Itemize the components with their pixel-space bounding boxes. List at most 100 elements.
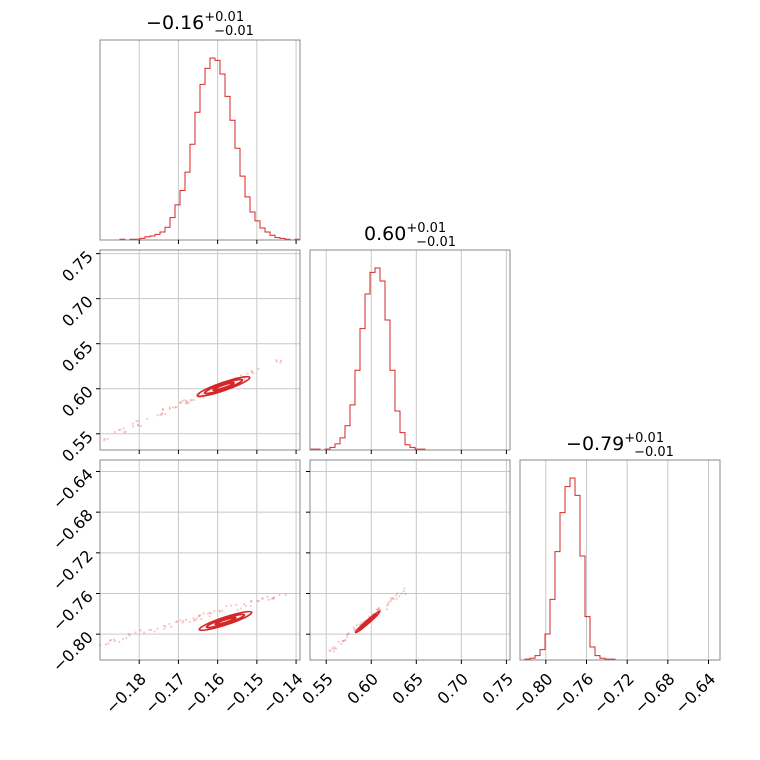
x-tick-label: −0.80 — [508, 669, 556, 717]
scatter-point — [329, 649, 332, 652]
y-tick-label: 0.70 — [58, 292, 97, 331]
scatter-point — [249, 600, 253, 603]
scatter-point — [221, 609, 224, 612]
scatter-point — [175, 620, 178, 623]
y-tick-label: 0.55 — [58, 427, 97, 466]
x-tick-label: −0.18 — [102, 669, 150, 717]
y-tick-label: −0.76 — [49, 587, 97, 635]
axis-ticks: −0.18−0.17−0.16−0.15−0.140.55 0.60 0.65 0.7… — [49, 240, 719, 717]
scatter-point — [161, 408, 164, 411]
scatter-point — [267, 598, 270, 601]
scatter-point — [168, 406, 171, 409]
scatter-point — [139, 629, 142, 632]
scatter-point — [332, 650, 336, 653]
scatter-point — [202, 612, 205, 615]
scatter-point — [208, 615, 211, 618]
scatter-point — [360, 621, 363, 624]
scatter-point — [256, 599, 259, 603]
x-tick-label: −0.76 — [549, 669, 597, 717]
scatter-point — [135, 420, 138, 423]
scatter-point — [113, 638, 116, 641]
contour-level-3 — [198, 610, 253, 632]
panel-frame — [309, 459, 511, 661]
scatter-point — [340, 642, 343, 645]
scatter-point — [398, 595, 401, 598]
scatter-point — [346, 633, 349, 637]
scatter-point — [266, 595, 269, 598]
scatter-point — [122, 637, 125, 641]
scatter-point — [113, 430, 116, 434]
scatter-point — [137, 424, 140, 427]
scatter-point — [342, 639, 345, 642]
scatter-point — [168, 407, 171, 411]
scatter-point — [377, 607, 380, 611]
scatter-point — [124, 430, 127, 433]
y-tick-label: −0.68 — [49, 506, 97, 554]
scatter-point — [244, 604, 248, 607]
histogram-panel-param-2 — [519, 459, 721, 661]
scatter-point — [236, 608, 239, 612]
scatter-point — [385, 604, 389, 607]
scatter-point — [122, 427, 125, 430]
scatter-point — [346, 632, 350, 635]
scatter-point — [137, 420, 140, 423]
scatter-point — [189, 399, 192, 402]
scatter-point — [192, 619, 196, 622]
scatter-point — [403, 587, 406, 590]
scatter-point — [270, 597, 273, 600]
histogram-param-2 — [520, 477, 720, 661]
contour-level-3 — [354, 610, 381, 634]
y-tick-label: 0.65 — [58, 337, 97, 376]
scatter-point — [179, 401, 182, 404]
scatter-point — [261, 597, 264, 600]
contour-level-1 — [212, 381, 235, 392]
scatter-point — [109, 638, 113, 642]
scatter-point — [395, 597, 398, 600]
histogram-param-0 — [100, 57, 301, 241]
contour-level-3 — [196, 375, 251, 398]
scatter-point — [156, 627, 159, 630]
x-tick-label: 0.55 — [298, 669, 337, 708]
scatter-point — [352, 626, 355, 629]
scatter-point — [249, 604, 253, 608]
scatter-point — [150, 628, 153, 632]
scatter-point — [188, 620, 191, 623]
scatter-point — [275, 360, 278, 363]
scatter-point — [198, 614, 201, 617]
scatter-point — [134, 631, 137, 634]
scatter-point — [131, 425, 135, 428]
scatter-point — [127, 633, 130, 636]
scatter-point — [239, 374, 242, 377]
scatter-point — [175, 620, 178, 624]
scatter-point — [164, 625, 167, 628]
scatter-point — [185, 400, 188, 403]
scatter-point — [137, 423, 140, 426]
contour-level-2 — [205, 613, 246, 629]
scatter-point — [182, 619, 185, 623]
scatter-point — [400, 592, 403, 595]
scatter-point — [250, 370, 253, 373]
scatter-point — [385, 608, 389, 611]
scatter-point — [390, 598, 393, 601]
scatter-point — [184, 618, 188, 621]
scatter-point — [344, 639, 347, 642]
scatter-point — [404, 592, 407, 596]
scatter-point — [202, 396, 205, 399]
scatter-point — [208, 611, 211, 614]
scatter-point — [333, 646, 336, 649]
title-param-2: −0.79+0.01 −0.01 — [566, 431, 674, 460]
x-tick-label: −0.64 — [671, 669, 719, 717]
scatter-point — [389, 600, 392, 603]
scatter-point — [108, 639, 111, 642]
x-tick-label: −0.15 — [220, 669, 268, 717]
scatter-point — [197, 615, 201, 618]
scatter-point — [279, 359, 283, 362]
panel-frame — [99, 249, 301, 451]
scatter-point — [337, 640, 340, 643]
scatter-point — [375, 608, 378, 611]
scatter-point — [250, 371, 253, 374]
y-tick-label: −0.80 — [49, 628, 97, 676]
scatter-point — [192, 398, 196, 402]
histogram-param-1 — [309, 267, 510, 451]
scatter-point — [104, 643, 108, 646]
